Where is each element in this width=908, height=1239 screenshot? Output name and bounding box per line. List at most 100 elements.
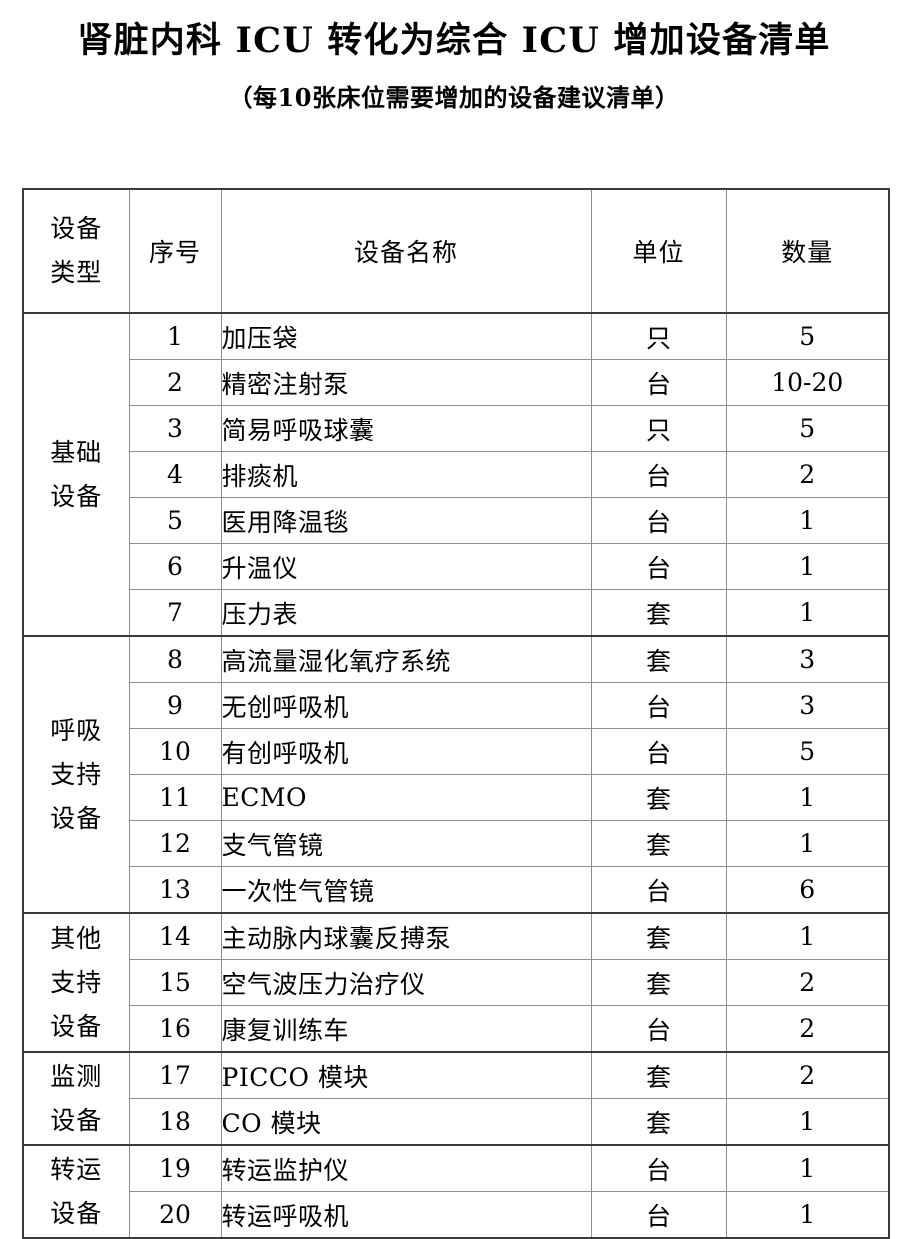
- column-header-quantity: 数量: [725, 188, 890, 314]
- cell-quantity: 3: [725, 635, 890, 683]
- cell-equipment-name: 精密注射泵: [220, 359, 592, 406]
- group-label-line: 呼吸: [50, 715, 103, 745]
- group-label-line: 监测: [50, 1061, 103, 1091]
- column-header-type-line1: 设备: [50, 214, 103, 243]
- cell-unit: 套: [590, 589, 727, 637]
- column-header-equipment-type: 设备 类型: [22, 188, 130, 314]
- cell-quantity: 1: [725, 912, 890, 960]
- column-header-equipment-name: 设备名称: [220, 188, 592, 314]
- cell-equipment-name: 一次性气管镜: [220, 866, 592, 914]
- table-row: 10 有创呼吸机台 5: [23, 728, 890, 775]
- cell-quantity: 5: [725, 312, 890, 360]
- group-label-cell: 其他 支持 设备: [22, 912, 130, 1053]
- cell-serial-number: 16: [128, 1005, 222, 1053]
- cell-serial-number: 2: [128, 359, 222, 406]
- cell-equipment-name: 主动脉内球囊反搏泵: [220, 912, 592, 960]
- cell-unit: 套: [590, 635, 727, 683]
- cell-serial-number: 10: [128, 728, 222, 775]
- cell-equipment-name: 空气波压力治疗仪: [220, 959, 592, 1006]
- cell-quantity: 1: [725, 820, 890, 867]
- cell-equipment-name: 转运监护仪: [220, 1144, 592, 1192]
- cell-unit: 套: [590, 959, 727, 1006]
- cell-quantity: 1: [725, 543, 890, 590]
- group-label-cell: 基础 设备: [22, 312, 130, 637]
- column-header-type-line2: 类型: [50, 258, 103, 287]
- table-row: 呼吸 支持 设备 8 高流量湿化氧疗系统套 3: [22, 635, 890, 914]
- cell-quantity: 2: [725, 959, 890, 1006]
- table-row: 9 无创呼吸机台 3: [23, 682, 890, 729]
- cell-quantity: 1: [725, 1191, 890, 1239]
- cell-serial-number: 3: [128, 405, 222, 452]
- cell-equipment-name: 支气管镜: [220, 820, 592, 867]
- table-row: 7 压力表套 1: [23, 589, 890, 637]
- cell-serial-number: 13: [128, 866, 222, 914]
- group-label-line: 支持: [50, 759, 103, 789]
- table-row: 转运 设备 19 转运监护仪台 1: [22, 1144, 890, 1239]
- cell-serial-number: 6: [128, 543, 222, 590]
- table-row: 20 转运呼吸机台 1: [23, 1191, 890, 1239]
- cell-equipment-name: 升温仪: [220, 543, 592, 590]
- group-label-line: 转运: [50, 1154, 103, 1184]
- cell-quantity: 1: [725, 1098, 890, 1146]
- cell-quantity: 2: [725, 451, 890, 498]
- cell-serial-number: 5: [128, 497, 222, 544]
- cell-equipment-name: 压力表: [220, 589, 592, 637]
- cell-quantity: 2: [725, 1005, 890, 1053]
- cell-quantity: 3: [725, 682, 890, 729]
- cell-quantity: 1: [725, 497, 890, 544]
- group-label-line: 设备: [50, 803, 103, 833]
- cell-unit: 台: [590, 866, 727, 914]
- cell-quantity: 10-20: [725, 359, 890, 406]
- cell-serial-number: 17: [128, 1051, 222, 1099]
- cell-serial-number: 4: [128, 451, 222, 498]
- cell-unit: 台: [590, 359, 727, 406]
- cell-serial-number: 8: [128, 635, 222, 683]
- table-header-row: 设备 类型 序号 设备名称 单位 数量: [22, 188, 890, 314]
- table-row: 其他 支持 设备 14 主动脉内球囊反搏泵套 1: [22, 912, 890, 1053]
- equipment-table-container: 设备 类型 序号 设备名称 单位 数量 基础 设备 1 加压袋只 5 2 精密注射泵台 10-…: [22, 188, 890, 1239]
- cell-unit: 只: [590, 312, 727, 360]
- cell-quantity: 5: [725, 405, 890, 452]
- column-header-unit: 单位: [590, 188, 727, 314]
- group-label-line: 设备: [50, 481, 103, 511]
- table-body: 基础 设备 1 加压袋只 5 2 精密注射泵台 10-20 3 简易呼吸球囊只 5 4 排痰机台 2 5 医用…: [22, 312, 890, 1239]
- cell-equipment-name: ECMO: [220, 774, 592, 821]
- cell-equipment-name: 排痰机: [220, 451, 592, 498]
- cell-unit: 套: [590, 1051, 727, 1099]
- table-row: 监测 设备 17 PICCO 模块套 2: [22, 1051, 890, 1146]
- cell-equipment-name: 加压袋: [220, 312, 592, 360]
- equipment-table: 设备 类型 序号 设备名称 单位 数量 基础 设备 1 加压袋只 5 2 精密注射泵台 10-…: [22, 188, 890, 1239]
- page-title: 肾脏内科 ICU 转化为综合 ICU 增加设备清单: [77, 20, 831, 61]
- cell-unit: 台: [590, 728, 727, 775]
- cell-serial-number: 7: [128, 589, 222, 637]
- cell-unit: 台: [590, 497, 727, 544]
- cell-unit: 套: [590, 912, 727, 960]
- cell-equipment-name: 转运呼吸机: [220, 1191, 592, 1239]
- column-header-serial-number: 序号: [128, 188, 222, 314]
- cell-equipment-name: 医用降温毯: [220, 497, 592, 544]
- table-header: 设备 类型 序号 设备名称 单位 数量: [22, 188, 890, 314]
- cell-serial-number: 19: [128, 1144, 222, 1192]
- cell-unit: 台: [590, 682, 727, 729]
- cell-serial-number: 14: [128, 912, 222, 960]
- group-label-line: 基础: [50, 437, 103, 467]
- group-label-cell: 转运 设备: [22, 1144, 130, 1239]
- cell-quantity: 1: [725, 774, 890, 821]
- cell-equipment-name: 无创呼吸机: [220, 682, 592, 729]
- group-label-line: 其他: [50, 923, 103, 953]
- cell-quantity: 6: [725, 866, 890, 914]
- cell-serial-number: 11: [128, 774, 222, 821]
- group-label-cell: 呼吸 支持 设备: [22, 635, 130, 914]
- table-row: 12 支气管镜套 1: [23, 820, 890, 867]
- cell-equipment-name: 康复训练车: [220, 1005, 592, 1053]
- table-row: 11 ECMO 套 1: [23, 774, 890, 821]
- page-subtitle: （每10张床位需要增加的设备建议清单）: [228, 83, 680, 112]
- cell-equipment-name: CO 模块: [220, 1098, 592, 1146]
- table-row: 18 CO 模块套 1: [23, 1098, 890, 1146]
- table-row: 基础 设备 1 加压袋只 5: [22, 312, 890, 637]
- table-row: 5 医用降温毯台 1: [23, 497, 890, 544]
- cell-serial-number: 1: [128, 312, 222, 360]
- cell-unit: 台: [590, 1144, 727, 1192]
- table-row: 3 简易呼吸球囊只 5: [23, 405, 890, 452]
- group-label-cell: 监测 设备: [22, 1051, 130, 1146]
